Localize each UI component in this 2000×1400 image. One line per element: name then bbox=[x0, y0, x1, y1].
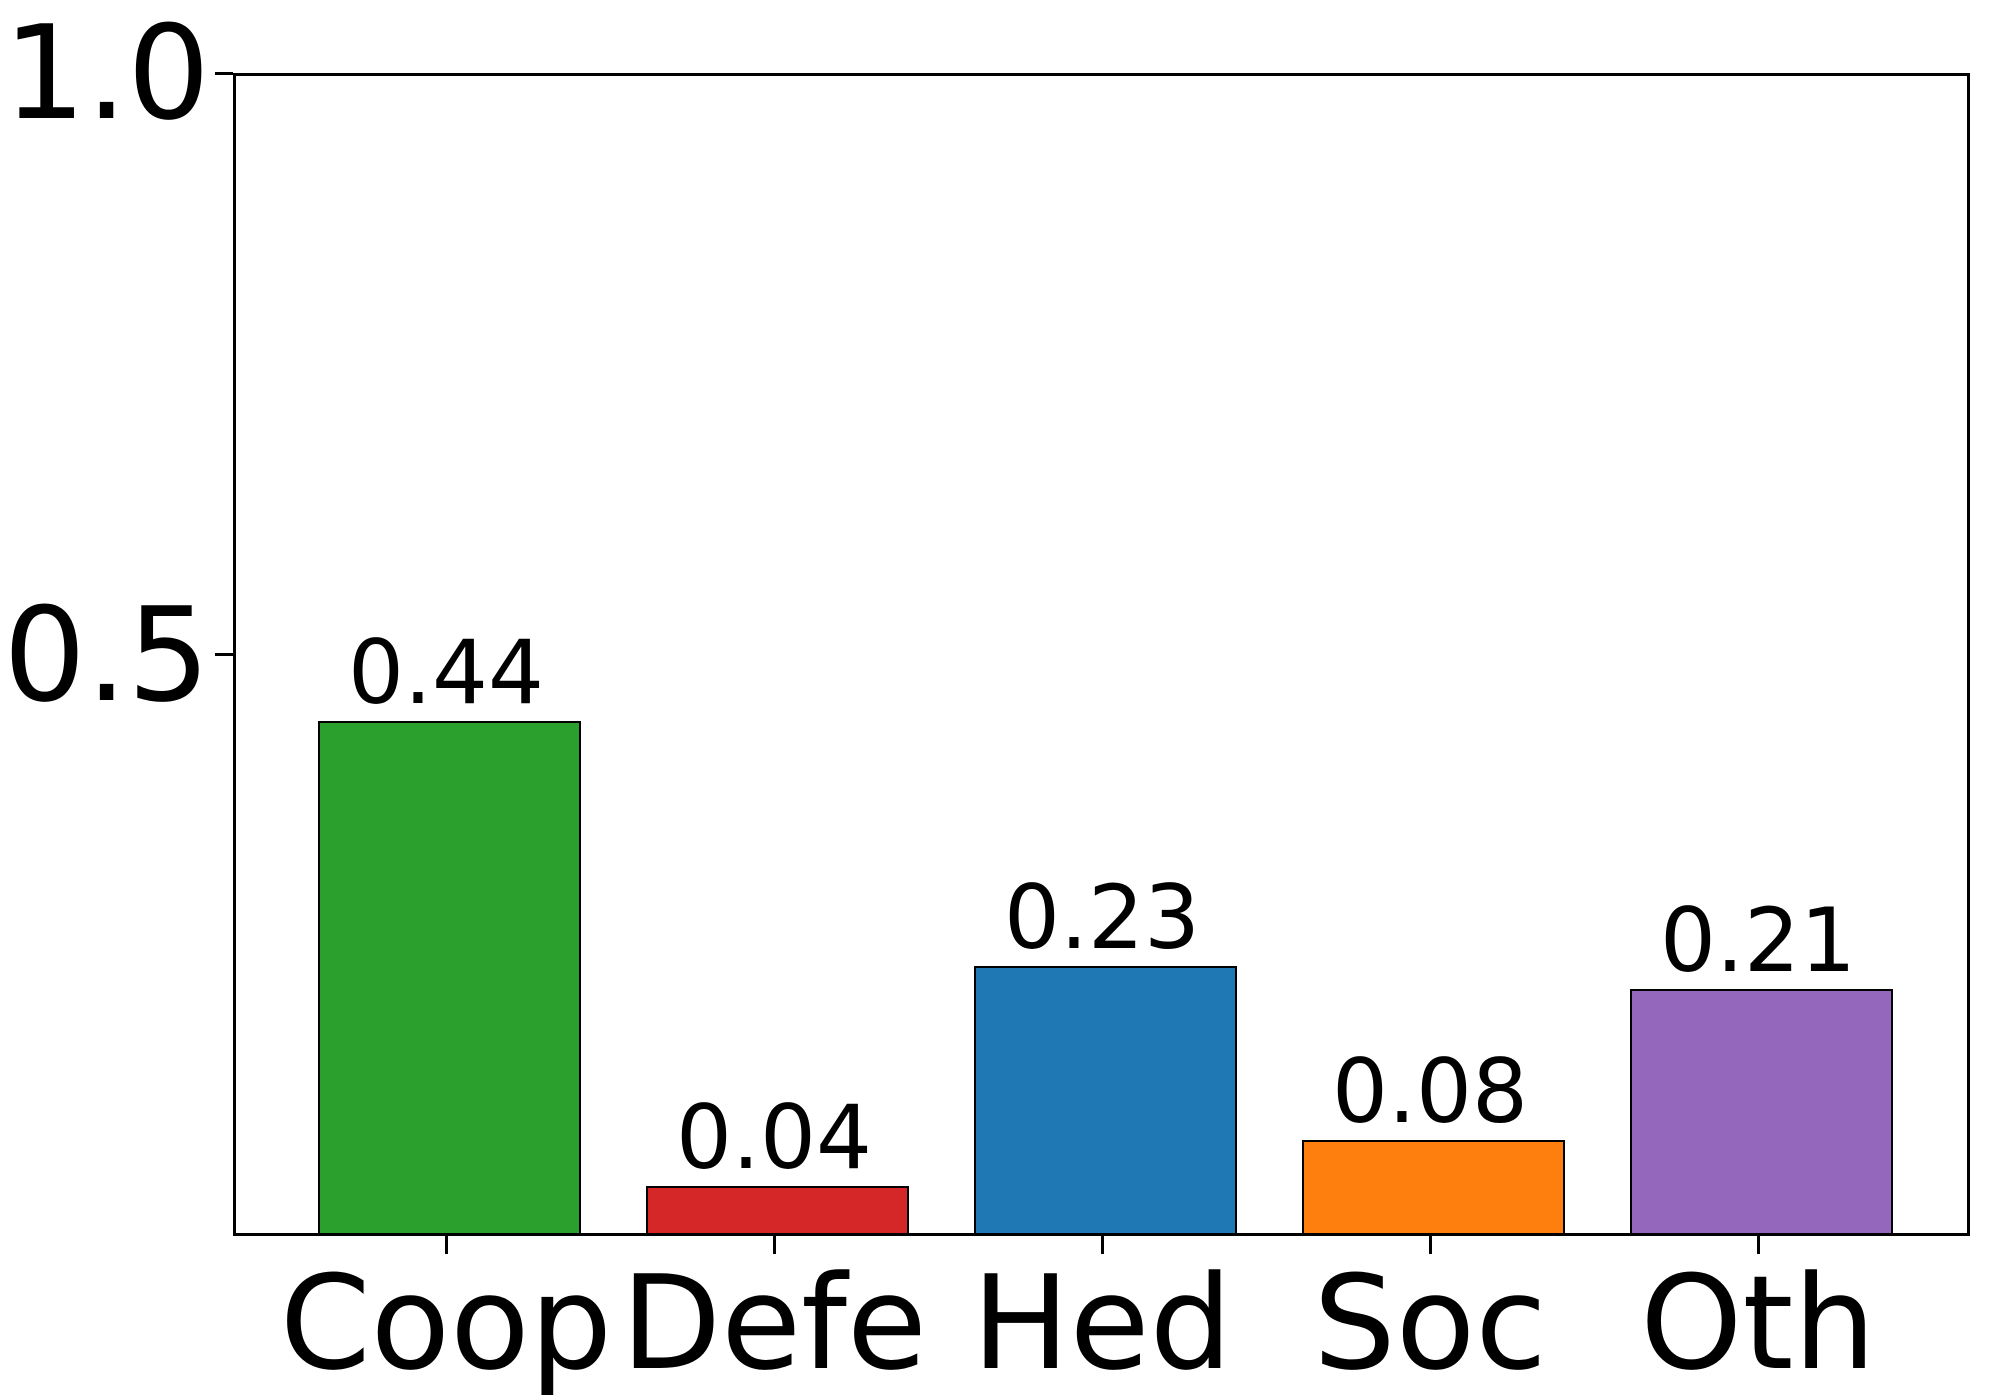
bar-value-label-oth: 0.21 bbox=[1660, 889, 1856, 992]
bar-hed bbox=[973, 966, 1237, 1233]
bar-oth bbox=[1629, 989, 1893, 1233]
x-tick-label-hed: Hed bbox=[971, 1247, 1233, 1399]
bar-defe bbox=[645, 1186, 909, 1233]
bar-coop bbox=[317, 721, 581, 1233]
x-tick-mark-coop bbox=[444, 1236, 448, 1254]
bar-value-label-soc: 0.08 bbox=[1332, 1040, 1528, 1143]
x-tick-label-oth: Oth bbox=[1640, 1247, 1876, 1399]
x-tick-mark-soc bbox=[1428, 1236, 1432, 1254]
x-tick-label-defe: Defe bbox=[621, 1247, 927, 1399]
x-tick-mark-defe bbox=[772, 1236, 776, 1254]
x-tick-label-coop: Coop bbox=[279, 1247, 613, 1399]
bar-value-label-hed: 0.23 bbox=[1004, 866, 1200, 969]
y-tick-mark-0-5 bbox=[215, 653, 233, 656]
y-tick-mark-1-0 bbox=[215, 71, 233, 75]
x-tick-label-soc: Soc bbox=[1313, 1247, 1547, 1399]
plot-area bbox=[233, 73, 1970, 1236]
y-tick-label-0-5: 0.5 bbox=[3, 578, 210, 731]
bar-soc bbox=[1301, 1140, 1565, 1233]
y-tick-label-1-0: 1.0 bbox=[3, 0, 210, 149]
bar-value-label-defe: 0.04 bbox=[676, 1086, 872, 1189]
x-tick-mark-hed bbox=[1100, 1236, 1104, 1254]
bar-value-label-coop: 0.44 bbox=[348, 621, 544, 724]
x-tick-mark-oth bbox=[1756, 1236, 1760, 1254]
